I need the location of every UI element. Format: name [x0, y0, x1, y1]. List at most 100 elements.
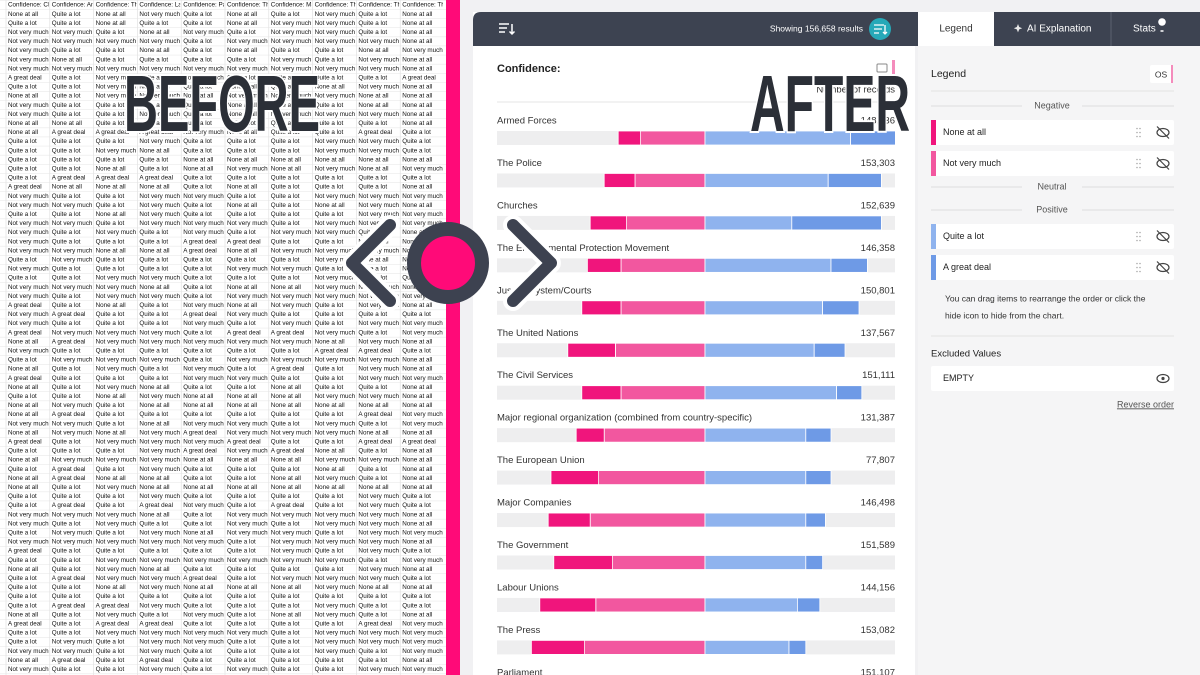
sheet-cell: Not very much — [227, 448, 268, 455]
excluded-item[interactable] — [931, 366, 1174, 391]
sheet-cell: Not very much — [96, 74, 137, 81]
sheet-cell: Quite a lot — [227, 566, 256, 573]
sheet-cell: None at all — [52, 56, 82, 63]
active-tab[interactable] — [918, 12, 994, 46]
sheet-cell: Quite a lot — [183, 293, 212, 300]
sheet-cell: Quite a lot — [183, 266, 212, 273]
sheet-cell: A great deal — [52, 502, 86, 509]
legend-item[interactable] — [931, 224, 1174, 249]
os-marker — [1171, 65, 1173, 83]
sheet-cell: Not very much — [8, 539, 49, 546]
sheet-cell: None at all — [96, 429, 126, 436]
sheet-cell: Quite a lot — [271, 175, 300, 182]
sort-icon[interactable] — [499, 23, 516, 36]
bar-segment — [615, 342, 706, 358]
hide-icon[interactable] — [1156, 127, 1170, 138]
sheet-cell: None at all — [139, 247, 169, 254]
sheet-cell: Not very much — [139, 138, 180, 145]
sheet-cell: None at all — [358, 484, 388, 491]
sheet-cell: Quite a lot — [96, 238, 125, 245]
sheet-cell: None at all — [271, 457, 301, 464]
sheet-cell: Quite a lot — [402, 147, 431, 154]
sheet-cell: None at all — [8, 366, 38, 373]
sheet-cell: Quite a lot — [183, 620, 212, 627]
tab[interactable]: Stats — [1133, 24, 1156, 35]
reverse-order[interactable]: Reverse order — [1117, 399, 1174, 409]
sheet-cell: Not very much — [96, 284, 137, 291]
category-label: The Environmental Protection Movement — [497, 243, 669, 254]
sheet-cell: Quite a lot — [52, 193, 81, 200]
sheet-cell: Not very much — [139, 584, 180, 591]
sheet-cell: Not very much — [358, 211, 399, 218]
sheet-cell: None at all — [402, 457, 432, 464]
legend-swatch — [931, 224, 936, 249]
tab[interactable]: Legend — [939, 24, 972, 35]
sheet-cell: Not very much — [315, 65, 356, 72]
sheet-cell: None at all — [315, 202, 345, 209]
sheet-cell: Quite a lot — [183, 38, 212, 45]
sheet-cell: None at all — [183, 156, 213, 163]
sheet-cell: Not very much — [315, 329, 356, 336]
sheet-cell: Not very much — [139, 393, 180, 400]
sheet-cell: Not very much — [358, 247, 399, 254]
sheet-cell: Not very much — [139, 211, 180, 218]
sheet-cell: Not very much — [183, 366, 224, 373]
sheet-cell: Not very much — [139, 575, 180, 582]
hide-icon[interactable] — [1156, 158, 1170, 169]
sheet-cell: Not very much — [315, 29, 356, 36]
sheet-cell: Not very much — [358, 539, 399, 546]
sheet-cell: Quite a lot — [183, 202, 212, 209]
sheet-cell: None at all — [96, 302, 126, 309]
hide-icon[interactable] — [1156, 262, 1170, 273]
legend-label: Not very much — [943, 158, 1001, 168]
sheet-cell: None at all — [402, 38, 432, 45]
sheet-cell: Quite a lot — [52, 484, 81, 491]
sheet-cell: Not very much — [8, 284, 49, 291]
sheet-cell: A great deal — [52, 466, 86, 473]
sheet-cell: Quite a lot — [315, 666, 344, 673]
sheet-cell: Quite a lot — [52, 275, 81, 282]
sheet-cell: Not very much — [8, 111, 49, 118]
sheet-cell: Quite a lot — [52, 620, 81, 627]
sheet-cell: Quite a lot — [96, 193, 125, 200]
sheet-cell: Quite a lot — [8, 147, 37, 154]
sheet-cell: Not very much — [402, 557, 443, 564]
sheet-cell: Not very much — [96, 557, 137, 564]
chart-title: Confidence: — [497, 63, 561, 75]
sheet-cell: A great deal — [271, 448, 305, 455]
sheet-cell: Quite a lot — [227, 275, 256, 282]
sheet-cell: Not very much — [96, 566, 137, 573]
legend-item[interactable] — [931, 255, 1174, 280]
sheet-cell: Quite a lot — [271, 184, 300, 191]
legend-item[interactable] — [931, 151, 1174, 176]
sheet-cell: Not very much — [139, 648, 180, 655]
sheet-cell: None at all — [139, 566, 169, 573]
bar-segment — [830, 257, 868, 273]
sheet-cell: Not very much — [96, 520, 137, 527]
sort-button-icon — [874, 24, 888, 35]
sheet-cell: Not very much — [183, 29, 224, 36]
sheet-cell: Quite a lot — [52, 438, 81, 445]
bar-segment — [704, 427, 807, 443]
tab[interactable]: AI Explanation — [1027, 24, 1092, 35]
sheet-cell: Quite a lot — [96, 56, 125, 63]
sheet-cell: Not very much — [358, 138, 399, 145]
sheet-cell: Quite a lot — [402, 138, 431, 145]
sheet-cell: None at all — [183, 457, 213, 464]
show-icon[interactable] — [1156, 373, 1170, 384]
legend-item[interactable] — [931, 120, 1174, 145]
sheet-cell: Quite a lot — [96, 420, 125, 427]
folder-icon[interactable] — [876, 63, 888, 73]
sheet-header: Confidence: Major Companies — [271, 2, 356, 9]
sheet-cell: Quite a lot — [183, 211, 212, 218]
sheet-cell: None at all — [96, 165, 126, 172]
sheet-cell: Not very much — [227, 338, 268, 345]
os-button[interactable] — [1150, 65, 1172, 83]
sheet-cell: Quite a lot — [315, 184, 344, 191]
sheet-cell: Not very much — [358, 548, 399, 555]
sheet-cell: Not very much — [139, 457, 180, 464]
hide-icon[interactable] — [1156, 231, 1170, 242]
sheet-cell: Quite a lot — [271, 220, 300, 227]
sheet-cell: Not very much — [227, 165, 268, 172]
sheet-cell: Quite a lot — [183, 120, 212, 127]
